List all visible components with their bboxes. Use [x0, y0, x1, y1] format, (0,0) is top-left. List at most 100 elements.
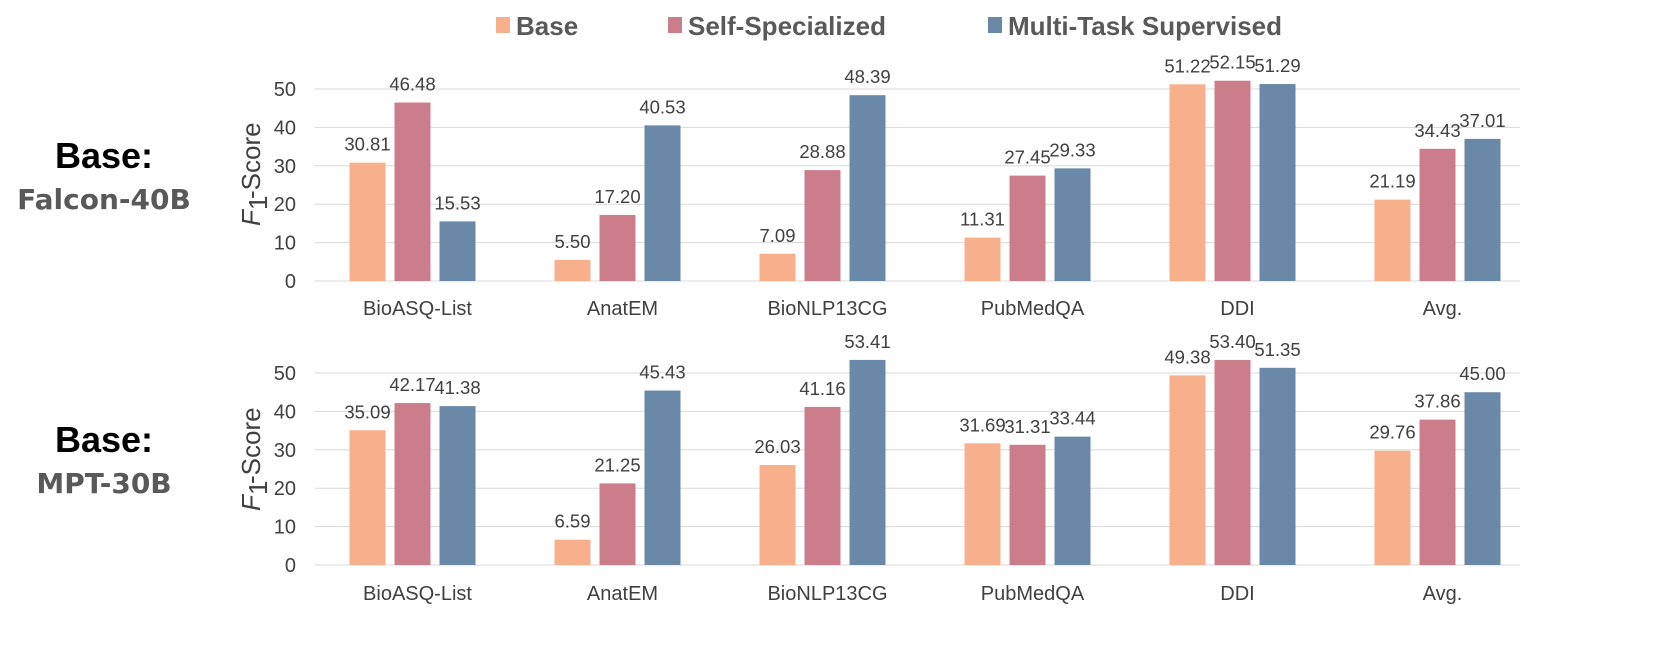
- y-axis-label-rest: -Score: [236, 407, 266, 484]
- bar-self-specialized: [1009, 444, 1046, 565]
- x-tick-label: PubMedQA: [981, 298, 1085, 320]
- legend-item: Multi-Task Supervised: [988, 11, 1282, 41]
- x-tick-label: PubMedQA: [981, 583, 1085, 605]
- bar-self-specialized: [394, 102, 431, 281]
- y-tick-label: 0: [285, 271, 296, 293]
- data-label: 5.50: [554, 231, 590, 252]
- category-group: 30.81 46.48 15.53 BioASQ-List: [344, 74, 480, 320]
- bar-multi-task-supervised: [439, 406, 476, 565]
- x-tick-label: BioASQ-List: [363, 583, 472, 605]
- data-label: 26.03: [754, 436, 800, 457]
- y-tick-label: 10: [274, 517, 296, 539]
- bar-multi-task-supervised: [1054, 436, 1091, 565]
- data-label: 41.16: [799, 378, 845, 399]
- y-axis-label-rest: -Score: [236, 122, 266, 199]
- bar-self-specialized: [1009, 175, 1046, 281]
- bar-self-specialized: [599, 483, 636, 565]
- data-label: 7.09: [759, 225, 795, 246]
- data-label: 42.17: [389, 374, 435, 395]
- bar-multi-task-supervised: [849, 359, 886, 565]
- bar-base: [1169, 375, 1206, 565]
- y-axis-label: F1-Score: [236, 407, 273, 511]
- bar-self-specialized: [1419, 148, 1456, 281]
- data-label: 37.86: [1414, 391, 1460, 412]
- data-label: 30.81: [344, 134, 390, 155]
- y-axis-label-sub: 1: [243, 196, 273, 210]
- data-label: 34.43: [1414, 120, 1460, 141]
- bar-self-specialized: [804, 406, 841, 565]
- data-label: 48.39: [844, 66, 890, 87]
- bar-multi-task-supervised: [1259, 367, 1296, 565]
- data-label: 6.59: [554, 511, 590, 532]
- data-label: 51.22: [1164, 55, 1210, 76]
- bar-multi-task-supervised: [1259, 84, 1296, 281]
- category-group: 6.59 21.25 45.43 AnatEM: [554, 362, 685, 605]
- data-label: 15.53: [434, 192, 480, 213]
- data-label: 31.31: [1004, 416, 1050, 437]
- y-tick-label: 20: [274, 194, 296, 216]
- data-label: 45.43: [639, 362, 685, 383]
- y-tick-label: 20: [274, 478, 296, 500]
- bar-base: [554, 259, 591, 281]
- legend-swatch: [988, 17, 1002, 33]
- x-tick-label: BioASQ-List: [363, 298, 472, 320]
- data-label: 53.40: [1209, 331, 1255, 352]
- y-axis-label-main: F: [236, 493, 266, 511]
- y-tick-label: 50: [274, 79, 296, 101]
- bar-self-specialized: [599, 214, 636, 281]
- y-tick-label: 40: [274, 401, 296, 423]
- bar-base: [759, 253, 796, 281]
- data-label: 35.09: [344, 401, 390, 422]
- bar-self-specialized: [1214, 80, 1251, 281]
- data-label: 41.38: [434, 377, 480, 398]
- data-label: 27.45: [1004, 147, 1050, 168]
- bar-multi-task-supervised: [849, 95, 886, 281]
- row-label-model: MPT-30B: [36, 467, 171, 500]
- category-group: 7.09 28.88 48.39 BioNLP13CG: [759, 66, 890, 320]
- bar-base: [964, 237, 1001, 281]
- y-tick-label: 0: [285, 555, 296, 577]
- y-tick-label: 30: [274, 440, 296, 462]
- bar-self-specialized: [1214, 359, 1251, 565]
- x-tick-label: DDI: [1220, 583, 1254, 605]
- data-label: 37.01: [1459, 110, 1505, 131]
- legend-label: Multi-Task Supervised: [1008, 11, 1282, 41]
- legend: Base Self-Specialized Multi-Task Supervise…: [496, 11, 1282, 41]
- x-tick-label: Avg.: [1423, 298, 1463, 320]
- bar-base: [349, 162, 386, 281]
- data-label: 28.88: [799, 141, 845, 162]
- bar-self-specialized: [804, 170, 841, 281]
- bar-multi-task-supervised: [1054, 168, 1091, 281]
- category-group: 26.03 41.16 53.41 BioNLP13CG: [754, 331, 890, 605]
- row-label-model: Falcon-40B: [17, 183, 191, 216]
- data-label: 21.25: [594, 454, 640, 475]
- row-label-prefix: Base:: [55, 419, 153, 460]
- bar-base: [964, 443, 1001, 565]
- data-label: 46.48: [389, 74, 435, 95]
- y-tick-label: 30: [274, 156, 296, 178]
- y-tick-label: 40: [274, 117, 296, 139]
- y-tick-label: 50: [274, 363, 296, 385]
- data-label: 31.69: [959, 414, 1005, 435]
- bar-base: [1374, 450, 1411, 565]
- bar-base: [349, 430, 386, 565]
- chart-panel: Base: Falcon-40B F1-Score 0 10 20 30 40 50 30.81 4…: [17, 52, 1520, 320]
- legend-item: Self-Specialized: [668, 11, 886, 41]
- bar-multi-task-supervised: [644, 390, 681, 565]
- legend-label: Self-Specialized: [688, 11, 886, 41]
- data-label: 51.29: [1254, 55, 1300, 76]
- data-label: 45.00: [1459, 363, 1505, 384]
- data-label: 17.20: [594, 186, 640, 207]
- legend-swatch: [668, 17, 682, 33]
- data-label: 49.38: [1164, 346, 1210, 367]
- x-tick-label: DDI: [1220, 298, 1254, 320]
- bar-multi-task-supervised: [1464, 138, 1501, 281]
- data-label: 51.35: [1254, 339, 1300, 360]
- legend-item: Base: [496, 11, 578, 41]
- x-tick-label: AnatEM: [587, 583, 658, 605]
